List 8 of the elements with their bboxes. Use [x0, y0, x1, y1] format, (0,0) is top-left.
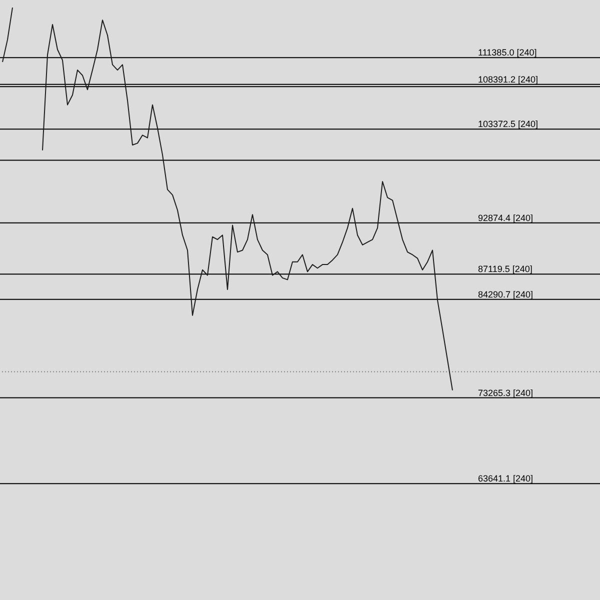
- ref-line-label: 111385.0 [240]: [478, 48, 537, 58]
- ref-line-label: 73265.3 [240]: [478, 388, 534, 398]
- ref-line-label: 92874.4 [240]: [478, 212, 534, 223]
- ref-line-label: 87119.5 [240]: [478, 264, 532, 274]
- ref-line-label: 108391.2 [240]: [478, 74, 538, 84]
- ref-line-label: 84290.7 [240]: [478, 289, 534, 300]
- ref-line-label: 63641.1 [240]: [478, 474, 534, 484]
- ref-line-label: 103372.5 [240]: [478, 119, 538, 130]
